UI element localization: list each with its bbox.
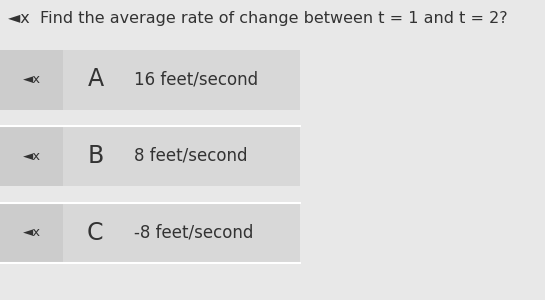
FancyBboxPatch shape [0, 202, 63, 262]
Text: ◄x: ◄x [22, 73, 41, 86]
Text: 8 feet/second: 8 feet/second [134, 147, 247, 165]
Text: C: C [87, 220, 104, 244]
Text: A: A [87, 68, 104, 92]
FancyBboxPatch shape [0, 50, 63, 110]
Text: B: B [87, 144, 104, 168]
Text: ◄x: ◄x [22, 149, 41, 163]
FancyBboxPatch shape [0, 126, 300, 186]
Text: ◄x: ◄x [22, 226, 41, 239]
FancyBboxPatch shape [0, 126, 63, 186]
Text: -8 feet/second: -8 feet/second [134, 224, 253, 242]
FancyBboxPatch shape [0, 50, 300, 110]
Text: 16 feet/second: 16 feet/second [134, 70, 258, 88]
FancyBboxPatch shape [0, 202, 300, 262]
Text: ◄x  Find the average rate of change between t = 1 and t = 2?: ◄x Find the average rate of change betwe… [8, 11, 508, 26]
